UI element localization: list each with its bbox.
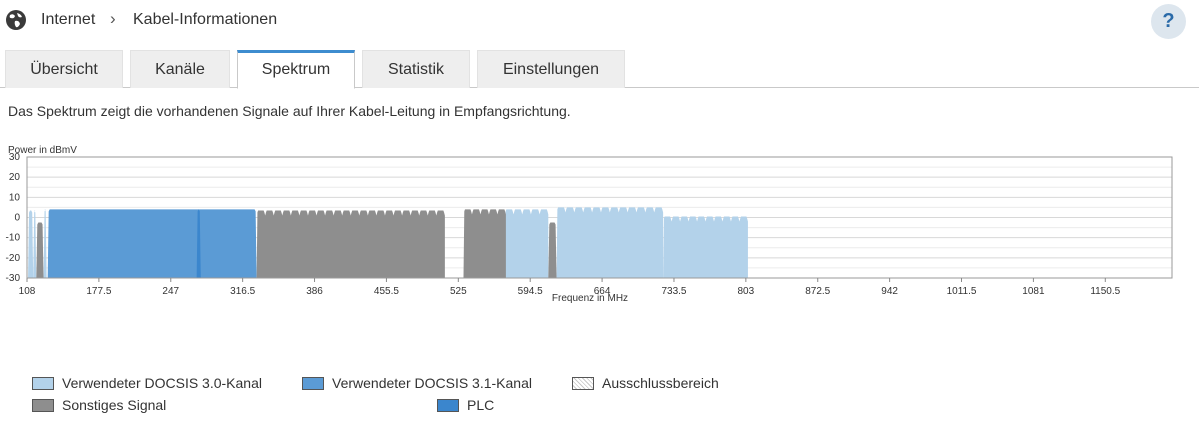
x-tick-label: 386 — [306, 286, 323, 297]
x-tick-labels: 108 177.5 247 316.5 386 455.5 525 594.5 664 733.5… — [19, 278, 1121, 297]
x-tick-label: 247 — [162, 286, 179, 297]
x-tick-label: 942 — [881, 286, 898, 297]
tab-einstellungen[interactable]: Einstellungen — [477, 50, 625, 88]
x-tick-label: 1150.5 — [1090, 286, 1120, 297]
spectrum-chart: Power in dBmV Frequenz in MHz 30 20 10 0 -10… — [6, 145, 1173, 304]
legend-swatch-other — [32, 399, 54, 412]
y-tick-label: -10 — [6, 233, 21, 244]
tab-spektrum[interactable]: Spektrum — [237, 50, 355, 89]
y-tick-label: 10 — [9, 192, 21, 203]
x-tick-label: 803 — [738, 286, 755, 297]
legend-label: Verwendeter DOCSIS 3.0-Kanal — [62, 375, 262, 391]
x-tick-label: 455.5 — [374, 286, 399, 297]
spectrum-band-docsis30 — [663, 216, 748, 278]
spectrum-band-docsis30 — [28, 210, 34, 278]
breadcrumb-separator: › — [110, 9, 116, 28]
globe-icon — [6, 10, 26, 30]
x-tick-label: 316.5 — [230, 286, 255, 297]
legend-swatch-exclusion — [572, 377, 594, 390]
spectrum-band-other — [256, 210, 445, 278]
legend-swatch-plc — [437, 399, 459, 412]
x-tick-label: 108 — [19, 286, 36, 297]
tab-statistik[interactable]: Statistik — [362, 50, 470, 88]
spectrum-description: Das Spektrum zeigt die vorhandenen Signa… — [8, 103, 571, 119]
legend-swatch-docsis31 — [302, 377, 324, 390]
spectrum-band-docsis30 — [33, 210, 37, 278]
spectrum-bands — [28, 207, 748, 278]
y-axis-label: Power in dBmV — [8, 145, 77, 156]
tab-bar: Übersicht Kanäle Spektrum Statistik Eins… — [0, 50, 1199, 89]
spectrum-band-other — [463, 209, 506, 278]
legend-label: Sonstiges Signal — [62, 397, 167, 413]
y-tick-label: 20 — [9, 172, 21, 183]
x-tick-label: 872.5 — [805, 286, 830, 297]
spectrum-band-docsis30 — [43, 209, 47, 278]
x-tick-label: 1081 — [1022, 286, 1045, 297]
x-tick-label: 594.5 — [518, 286, 543, 297]
spectrum-band-other — [36, 222, 44, 278]
help-button[interactable]: ? — [1151, 4, 1186, 39]
x-tick-label: 525 — [450, 286, 467, 297]
y-tick-label: -30 — [6, 273, 21, 284]
tab-uebersicht[interactable]: Übersicht — [5, 50, 123, 88]
breadcrumb-internet[interactable]: Internet — [41, 11, 96, 28]
x-tick-label: 733.5 — [661, 286, 686, 297]
breadcrumb-current: Kabel-Informationen — [133, 11, 278, 28]
y-tick-label: -20 — [6, 253, 21, 264]
legend-swatch-docsis30 — [32, 377, 54, 390]
x-axis-label: Frequenz in MHz — [552, 293, 628, 304]
spectrum-band-docsis30 — [556, 207, 664, 278]
spectrum-band-plc — [196, 209, 201, 278]
spectrum-band-docsis31 — [47, 209, 257, 278]
legend-label: PLC — [467, 397, 495, 413]
x-tick-label: 664 — [594, 286, 611, 297]
x-tick-label: 1011.5 — [947, 286, 977, 297]
plot-frame — [26, 156, 1173, 279]
y-tick-label: 30 — [9, 152, 21, 163]
y-tick-labels: 30 20 10 0 -10 -20 -30 — [6, 152, 21, 284]
tab-kanaele[interactable]: Kanäle — [130, 50, 230, 88]
spectrum-band-other — [548, 222, 557, 278]
header: Internet › Kabel-Informationen ? — [0, 0, 1199, 42]
spectrum-band-docsis30 — [504, 209, 549, 278]
legend-label: Ausschlussbereich — [602, 375, 719, 391]
legend-label: Verwendeter DOCSIS 3.1-Kanal — [332, 375, 532, 391]
x-tick-label: 177.5 — [86, 286, 111, 297]
y-tick-label: 0 — [14, 213, 20, 224]
